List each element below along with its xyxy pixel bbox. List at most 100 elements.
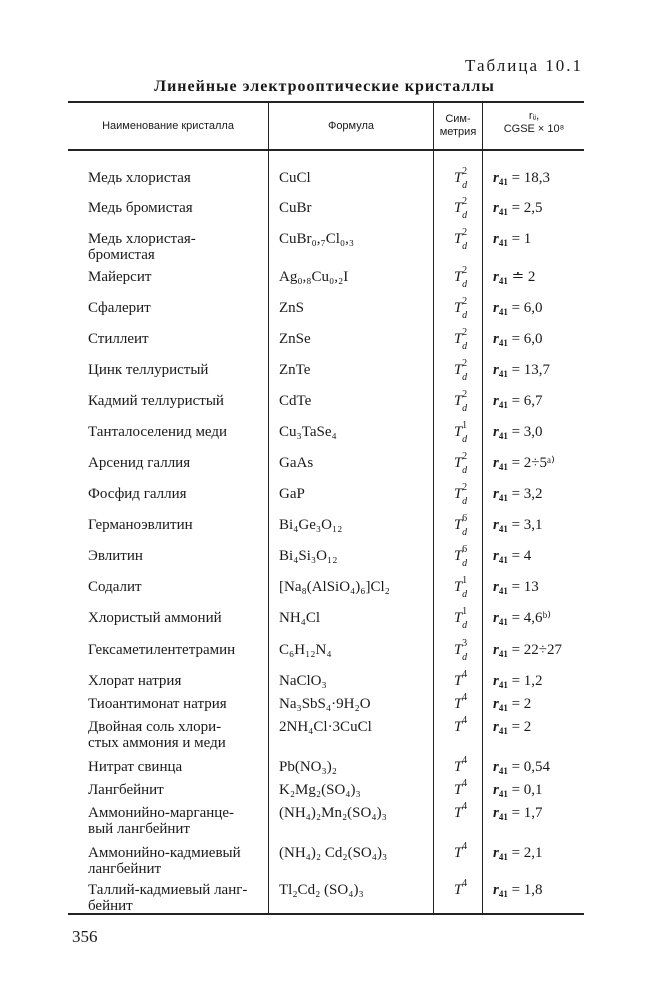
crystal-name: Цинк теллуристый xyxy=(88,362,209,378)
crystal-formula: NaClO₃ xyxy=(279,673,327,689)
coefficient-symbol: r xyxy=(493,517,499,533)
crystal-formula: ZnSe xyxy=(279,331,311,347)
coefficient-value: = 6,0 xyxy=(511,300,543,316)
crystal-name: Эвлитин xyxy=(88,548,143,564)
crystal-name: Медь хлористая- бромистая xyxy=(88,231,196,263)
symmetry-sub: d xyxy=(462,589,468,600)
electrooptic-coefficient: r41 = 2÷5ᵃ⁾ xyxy=(493,455,555,475)
coefficient-symbol: r xyxy=(493,845,499,861)
symmetry-sup: 1 xyxy=(462,420,468,431)
coefficient-value: = 2÷5ᵃ⁾ xyxy=(511,455,555,471)
symmetry-sub: d xyxy=(462,465,468,476)
electrooptic-coefficient: r41 = 1,2 xyxy=(493,673,543,693)
symmetry-sup: 4 xyxy=(462,801,468,812)
crystal-formula: Na₃SbS₄·9H₂O xyxy=(279,696,371,712)
coefficient-symbol: r xyxy=(493,170,499,186)
electrooptic-coefficient: r41 = 0,1 xyxy=(493,782,543,802)
coefficient-symbol: r xyxy=(493,719,499,735)
symmetry-sub: d xyxy=(462,558,468,569)
coefficient-symbol: r xyxy=(493,882,499,898)
crystal-formula: Cu₃TaSe₄ xyxy=(279,424,337,440)
coefficient-index: 41 xyxy=(498,889,508,899)
coefficient-value: = 1 xyxy=(511,231,532,247)
crystal-name: Таллий-кадмиевый ланг- бейнит xyxy=(88,882,248,914)
crystal-name: Танталоселенид меди xyxy=(88,424,228,440)
coefficient-symbol: r xyxy=(493,673,499,689)
symmetry-base: T xyxy=(453,610,463,626)
coefficient-index: 41 xyxy=(498,726,508,736)
crystal-name: Двойная соль хлори- стых аммония и меди xyxy=(88,719,226,751)
coefficient-value: = 6,0 xyxy=(511,331,543,347)
crystal-name: Фосфид галлия xyxy=(88,486,187,502)
crystal-name: Сфалерит xyxy=(88,300,151,316)
electrooptic-coefficient: r41 = 2,5 xyxy=(493,200,543,220)
coefficient-index: 41 xyxy=(498,462,508,472)
coefficient-symbol: r xyxy=(493,696,499,712)
column-divider xyxy=(268,102,270,914)
electrooptic-coefficient: r41 = 18,3 xyxy=(493,170,550,190)
crystal-formula: 2NH₄Cl·3CuCl xyxy=(279,719,372,735)
coefficient-symbol: r xyxy=(493,424,499,440)
symmetry-sub: d xyxy=(462,403,468,414)
coefficient-index: 41 xyxy=(498,524,508,534)
table-label: Таблица 10.1 xyxy=(465,56,583,75)
symmetry-sup: 6 xyxy=(462,544,468,555)
symmetry-sup: 2 xyxy=(462,451,468,462)
coefficient-index: 41 xyxy=(498,276,508,286)
symmetry-base: T xyxy=(453,170,463,186)
symmetry-sup: 2 xyxy=(462,265,468,276)
coefficient-value: = 3,2 xyxy=(511,486,543,502)
crystal-name: Кадмий теллуристый xyxy=(88,393,224,409)
crystal-name: Медь хлористая xyxy=(88,170,191,186)
coefficient-value: = 0,54 xyxy=(511,759,551,775)
table-top-rule xyxy=(68,101,584,103)
crystal-name: Тиоантимонат натрия xyxy=(88,696,227,712)
coefficient-index: 41 xyxy=(498,431,508,441)
electrooptic-coefficient: r41 = 22÷27 xyxy=(493,642,562,662)
electrooptic-coefficient: r41 = 1 xyxy=(493,231,531,251)
coefficient-index: 41 xyxy=(498,177,508,187)
electrooptic-coefficient: r41 = 3,0 xyxy=(493,424,543,444)
coefficient-index: 41 xyxy=(498,680,508,690)
symmetry-sup: 2 xyxy=(462,482,468,493)
coefficient-value: = 13 xyxy=(511,579,539,595)
electrooptic-coefficient: r41 = 1,7 xyxy=(493,805,543,825)
coefficient-value: = 18,3 xyxy=(511,170,551,186)
symmetry-base: T xyxy=(453,517,463,533)
crystal-formula: ZnS xyxy=(279,300,305,316)
coefficient-value: ≐ 2 xyxy=(511,269,536,285)
page-number: 356 xyxy=(72,927,98,946)
crystal-name: Медь бромистая xyxy=(88,200,193,216)
coefficient-index: 41 xyxy=(498,789,508,799)
header-coefficient: rᵢⱼ, CGSE × 10⁸ xyxy=(503,110,565,135)
crystal-formula: CuBr₀,₇Cl₀,₃ xyxy=(279,231,355,247)
header-name: Наименование кристалла xyxy=(102,120,234,132)
coefficient-symbol: r xyxy=(493,548,499,564)
coefficient-value: = 13,7 xyxy=(511,362,551,378)
electrooptic-coefficient: r41 = 13 xyxy=(493,579,539,599)
symmetry-base: T xyxy=(453,782,463,798)
symmetry-base: T xyxy=(453,882,463,898)
symmetry-base: T xyxy=(453,759,463,775)
symmetry-sup: 2 xyxy=(462,227,468,238)
crystal-formula: (NH₄)₂ Cd₂(SO₄)₃ xyxy=(279,845,388,861)
electrooptic-coefficient: r41 = 4 xyxy=(493,548,531,568)
symmetry-base: T xyxy=(453,719,463,735)
symmetry-base: T xyxy=(453,424,463,440)
symmetry-base: T xyxy=(453,331,463,347)
symmetry-base: T xyxy=(453,642,463,658)
crystal-formula: Bi₄Ge₃O₁₂ xyxy=(279,517,343,533)
symmetry-sup: 4 xyxy=(462,669,468,680)
crystal-formula: GaP xyxy=(279,486,305,502)
coefficient-symbol: r xyxy=(493,300,499,316)
